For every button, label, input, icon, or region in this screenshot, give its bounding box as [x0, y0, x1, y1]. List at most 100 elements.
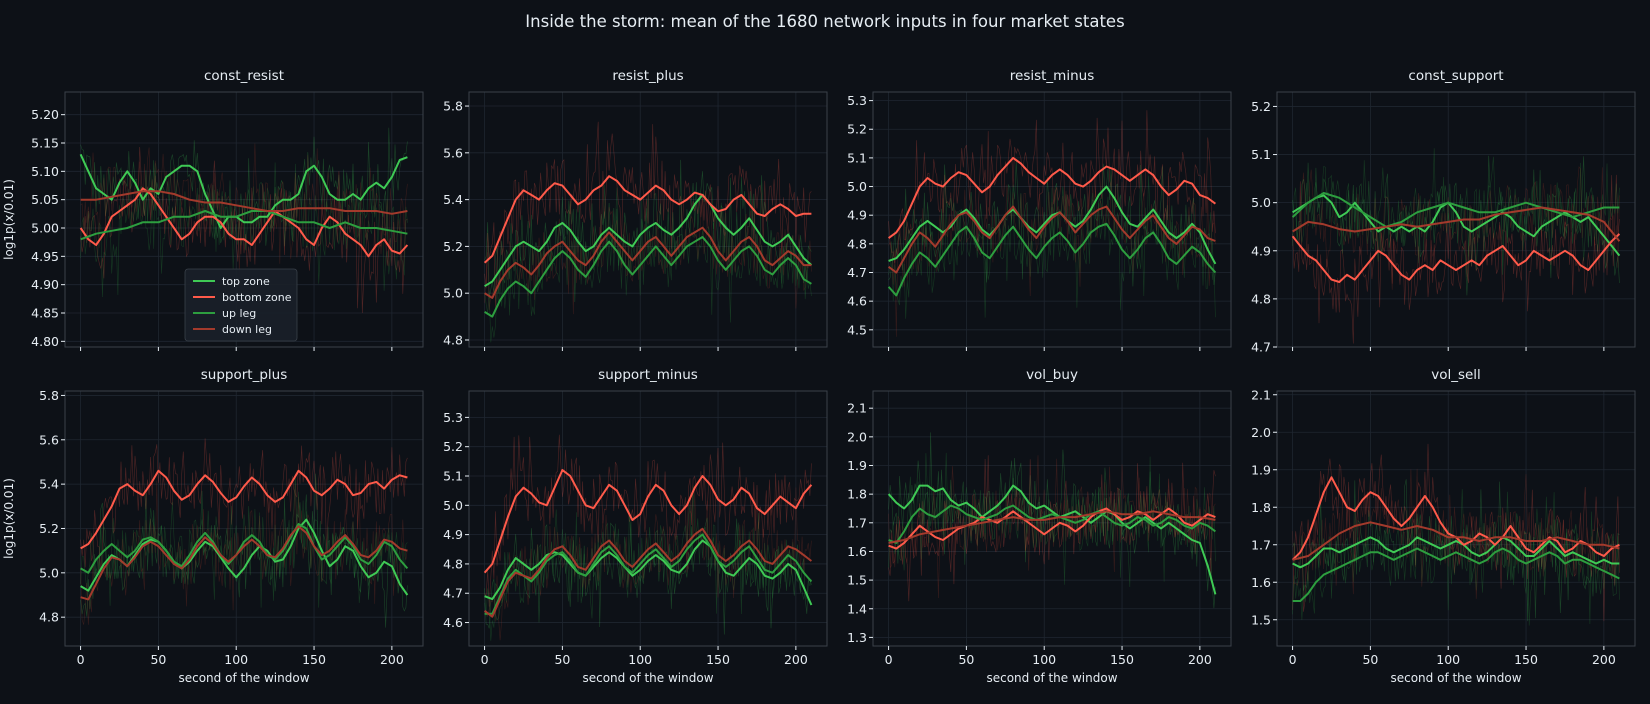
- y-tick-label: 1.8: [847, 487, 867, 502]
- panel-title: support_minus: [598, 367, 698, 383]
- y-tick-label: 4.90: [31, 277, 59, 292]
- series-raw-bottom-zone: [80, 438, 408, 575]
- y-tick-label: 4.6: [847, 294, 867, 309]
- series-line-down-leg: [483, 527, 813, 618]
- series-line-down-leg: [888, 205, 1216, 274]
- series-line-down-leg: [1292, 206, 1621, 242]
- y-tick-label: 5.8: [39, 388, 59, 403]
- series-group: [1291, 148, 1621, 344]
- x-tick-label: 0: [77, 652, 85, 667]
- plot-area: [1277, 391, 1635, 646]
- y-tick-label: 5.0: [847, 179, 867, 194]
- series-raw-top-zone: [484, 159, 812, 303]
- y-tick-label: 5.0: [1251, 195, 1271, 210]
- series-line-top-zone: [1292, 536, 1620, 569]
- axes-frame: [468, 91, 828, 348]
- y-tick-label: 4.7: [847, 265, 867, 280]
- legend-label-up-leg: up leg: [222, 307, 256, 320]
- x-tick-label: 0: [481, 652, 489, 667]
- series-raw-top-zone: [1292, 479, 1620, 622]
- y-tick-label: 5.00: [31, 221, 59, 236]
- y-tick-label: 1.3: [847, 630, 867, 645]
- y-tick-label: 4.8: [443, 332, 463, 347]
- y-tick-label: 4.9: [1251, 243, 1271, 258]
- y-tick-label: 4.85: [31, 306, 59, 321]
- x-tick-label: 100: [224, 652, 248, 667]
- series-line-bottom-zone: [1291, 233, 1621, 283]
- series-line-top-zone: [1292, 194, 1621, 257]
- x-axis-label: second of the window: [986, 671, 1117, 685]
- panel-title: resist_minus: [1010, 68, 1094, 84]
- series-raw-up-leg: [1292, 148, 1620, 264]
- axes-frame: [872, 390, 1232, 647]
- figure-title: Inside the storm: mean of the 1680 netwo…: [525, 12, 1124, 31]
- x-tick-label: 50: [958, 652, 974, 667]
- panel-const-resist: 4.80 4.85 4.90 4.95 5.00 5.05 5.10 5.15 5.20 cons…: [2, 68, 424, 351]
- y-tick-label: 5.6: [39, 432, 59, 447]
- legend: top zone bottom zone up leg down leg: [184, 268, 298, 342]
- y-tick-label: 4.9: [847, 208, 867, 223]
- series-line-top-zone: [484, 193, 813, 288]
- x-tick-label: 150: [706, 652, 730, 667]
- panel-resist-minus: 4.5 4.6 4.7 4.8 4.9 5.0 5.1 5.2 5.3 resist_minus: [847, 68, 1232, 351]
- axes-frame: [64, 390, 424, 647]
- y-tick-label: 5.2: [847, 122, 867, 137]
- x-tick-label: 100: [628, 652, 652, 667]
- y-tick-label: 4.8: [847, 236, 867, 251]
- panel-support-minus: 4.6 4.7 4.8 4.9 5.0 5.1 5.2 5.3 0 50 100 150 200 supp…: [443, 367, 828, 685]
- series-line-up-leg: [484, 236, 812, 318]
- y-tick-label: 1.7: [847, 515, 867, 530]
- series-line-up-leg: [887, 222, 1217, 297]
- x-tick-label: 150: [1514, 652, 1538, 667]
- y-tick-label: 1.8: [1251, 500, 1271, 515]
- y-tick-label: 4.5: [847, 322, 867, 337]
- series-line-up-leg: [80, 523, 409, 574]
- y-tick-label: 5.1: [443, 469, 463, 484]
- y-tick-label: 5.05: [31, 192, 59, 207]
- panel-title: support_plus: [201, 367, 288, 383]
- x-axis-label: second of the window: [1390, 671, 1521, 685]
- x-tick-label: 200: [1188, 652, 1212, 667]
- y-tick-label: 2.0: [847, 429, 867, 444]
- y-tick-label: 5.4: [39, 477, 59, 492]
- series-raw-bottom-zone: [1292, 443, 1620, 622]
- series-raw-up-leg: [888, 175, 1216, 319]
- legend-box: [184, 268, 298, 342]
- series-group: [483, 434, 813, 641]
- y-axis-label: log1p(x/0.01): [2, 478, 16, 559]
- panel-title: const_support: [1408, 68, 1503, 84]
- y-tick-label: 4.6: [443, 615, 463, 630]
- series-raw-up-leg: [80, 474, 408, 608]
- series-line-up-leg: [80, 210, 408, 241]
- series-line-bottom-zone: [483, 469, 813, 574]
- series-group: [483, 121, 813, 343]
- y-tick-label: 5.2: [39, 521, 59, 536]
- x-tick-label: 50: [1362, 652, 1378, 667]
- y-tick-label: 5.15: [31, 136, 59, 151]
- series-line-top-zone: [888, 185, 1217, 265]
- legend-label-bottom-zone: bottom zone: [222, 291, 292, 304]
- series-group: [79, 127, 409, 314]
- y-tick-label: 1.9: [1251, 462, 1271, 477]
- y-tick-label: 5.8: [443, 99, 463, 114]
- y-tick-label: 4.8: [443, 556, 463, 571]
- y-tick-label: 1.5: [847, 573, 867, 588]
- y-tick-label: 5.6: [443, 145, 463, 160]
- y-tick-label: 1.6: [1251, 575, 1271, 590]
- y-tick-label: 5.4: [443, 192, 463, 207]
- series-raw-down-leg: [1292, 166, 1620, 290]
- axes-frame: [872, 91, 1232, 348]
- y-tick-label: 4.8: [1251, 291, 1271, 306]
- series-line-up-leg: [888, 504, 1216, 544]
- x-tick-label: 50: [554, 652, 570, 667]
- y-tick-label: 5.1: [1251, 147, 1271, 162]
- series-raw-down-leg: [484, 487, 812, 641]
- panel-support-plus: 4.8 5.0 5.2 5.4 5.6 5.8 0 50 100 150 200 support_pl…: [2, 367, 424, 685]
- panel-title: vol_buy: [1026, 367, 1078, 383]
- x-tick-label: 50: [150, 652, 166, 667]
- series-line-bottom-zone: [79, 187, 409, 258]
- y-tick-label: 5.20: [31, 107, 59, 122]
- panel-resist-plus: 4.8 5.0 5.2 5.4 5.6 5.8 resist_plus: [443, 68, 828, 351]
- plot-area: [469, 92, 827, 347]
